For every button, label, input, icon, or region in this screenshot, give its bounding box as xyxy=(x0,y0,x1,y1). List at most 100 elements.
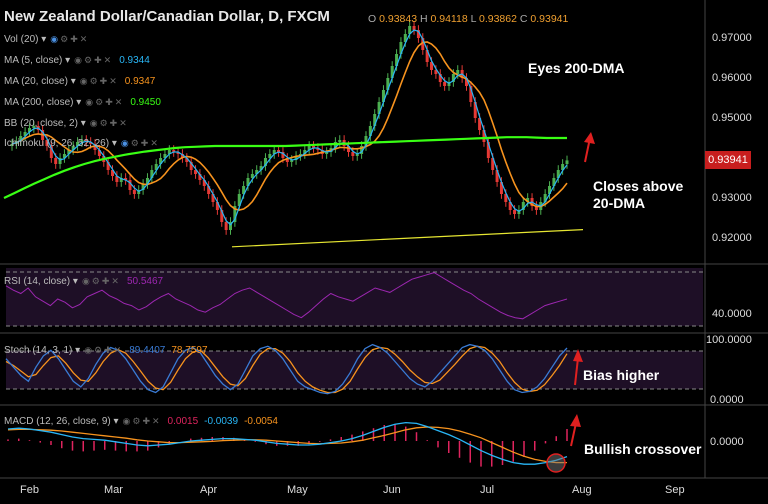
candle xyxy=(556,170,560,178)
open-value: 0.93843 xyxy=(379,13,418,25)
rsi-tick: 40.0000 xyxy=(712,308,752,320)
annotation-bias-higher: Bias higher xyxy=(583,367,660,383)
candle xyxy=(281,152,285,158)
candle xyxy=(513,210,517,214)
candle xyxy=(373,114,377,126)
candle xyxy=(211,194,215,202)
candle xyxy=(438,74,442,82)
high-value: 0.94118 xyxy=(430,13,468,25)
candle xyxy=(10,144,14,146)
month-label: Feb xyxy=(20,484,39,496)
candle xyxy=(434,70,438,74)
stoch-legend[interactable]: Stoch (14, 3, 1) ▾ ◉⚙✚✕ 89.4407 78.7597 xyxy=(4,345,208,356)
indicator-vol[interactable]: Vol (20) ▾ ◉⚙✚✕ xyxy=(4,34,90,45)
candle xyxy=(124,178,128,180)
candle xyxy=(478,118,482,130)
candle xyxy=(185,158,189,162)
candle xyxy=(176,152,180,154)
candle xyxy=(552,178,556,186)
macd-legend[interactable]: MACD (12, 26, close, 9) ▾ ◉⚙✚✕ 0.0015 -0.00… xyxy=(4,416,278,427)
candle xyxy=(119,178,123,182)
crossover-marker xyxy=(546,453,566,473)
candle xyxy=(316,148,320,150)
candle xyxy=(416,30,420,38)
month-label: Jun xyxy=(383,484,401,496)
candle xyxy=(263,158,267,166)
candle xyxy=(351,152,355,156)
candle xyxy=(19,136,23,142)
candle xyxy=(447,82,451,86)
price-tick: 0.92000 xyxy=(712,232,752,244)
candle xyxy=(150,170,154,178)
candle xyxy=(215,202,219,210)
ma200-line xyxy=(3,136,567,199)
candle xyxy=(58,158,62,164)
macd-tick: 0.0000 xyxy=(710,436,744,448)
price-tick: 0.95000 xyxy=(712,112,752,124)
price-tick: 0.96000 xyxy=(712,72,752,84)
candle xyxy=(145,178,149,184)
candle xyxy=(473,102,477,118)
candle xyxy=(250,174,254,178)
candle xyxy=(543,194,547,202)
candle xyxy=(180,154,184,158)
macd-signal-value: -0.0054 xyxy=(244,416,278,427)
candle xyxy=(508,202,512,210)
candle xyxy=(381,90,385,102)
candle xyxy=(111,170,115,176)
candle xyxy=(430,62,434,70)
candle xyxy=(325,152,329,154)
rsi-value: 50.5467 xyxy=(126,276,164,287)
candle xyxy=(346,146,350,152)
candle xyxy=(399,42,403,54)
candle xyxy=(377,102,381,114)
candle xyxy=(237,194,241,206)
candle xyxy=(421,38,425,50)
month-label: May xyxy=(287,484,308,496)
candle xyxy=(443,82,447,86)
indicator-ma5[interactable]: MA (5, close) ▾ ◉⚙✚✕ 0.9344 xyxy=(4,55,150,66)
indicator-ichimoku[interactable]: Ichimoku (9, 26, 52, 26) ▾ ◉⚙✚✕ xyxy=(4,138,160,149)
indicator-ma200[interactable]: MA (200, close) ▾ ◉⚙✚✕ 0.9450 xyxy=(4,97,161,108)
candle xyxy=(97,150,101,156)
candle xyxy=(80,140,84,142)
candle xyxy=(482,130,486,142)
rsi-legend[interactable]: RSI (14, close) ▾ ◉⚙✚✕ 50.5467 xyxy=(4,276,164,287)
stoch-d-value: 78.7597 xyxy=(171,345,208,356)
stoch-d-line xyxy=(5,345,568,394)
arrow-head xyxy=(570,414,581,427)
macd-value: -0.0039 xyxy=(204,416,239,427)
candle xyxy=(27,128,31,132)
candle xyxy=(307,146,311,150)
candle xyxy=(172,150,176,152)
candle xyxy=(517,210,521,214)
ohlc-readout: O 0.93843 H 0.94118 L 0.93862 C 0.93941 xyxy=(368,13,569,25)
candle xyxy=(451,74,455,82)
month-label: Aug xyxy=(572,484,592,496)
candle xyxy=(491,158,495,170)
arrow-up xyxy=(574,357,579,386)
candle xyxy=(93,144,97,150)
stoch-band xyxy=(6,351,703,389)
macd-hist-value: 0.0015 xyxy=(167,416,199,427)
price-tick: 0.93000 xyxy=(712,192,752,204)
candle xyxy=(141,184,145,190)
candle xyxy=(355,154,359,156)
candle xyxy=(32,126,36,128)
candle xyxy=(163,154,167,158)
rsi-line xyxy=(5,272,568,320)
candle xyxy=(246,178,250,186)
candle xyxy=(67,150,71,154)
candle xyxy=(167,150,171,154)
candle xyxy=(76,142,80,146)
candle xyxy=(268,154,272,158)
indicator-buttons[interactable]: ◉⚙✚✕ xyxy=(50,34,90,44)
indicator-ma20[interactable]: MA (20, close) ▾ ◉⚙✚✕ 0.9347 xyxy=(4,76,156,87)
low-value: 0.93862 xyxy=(478,13,517,25)
candle xyxy=(290,160,294,162)
candle xyxy=(395,54,399,66)
candle xyxy=(303,150,307,154)
indicator-bb[interactable]: BB (20, close, 2) ▾ ◉⚙✚✕ xyxy=(4,118,129,129)
candle xyxy=(137,190,141,194)
